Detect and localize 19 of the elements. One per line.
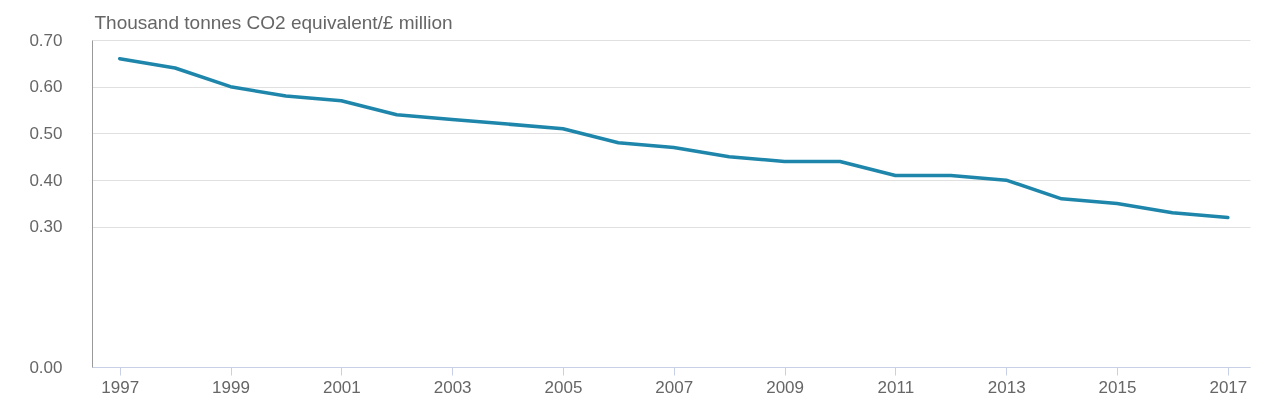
x-tick-label: 1999: [212, 377, 250, 397]
line-series: [117, 56, 1230, 220]
x-tick-label: 2007: [655, 377, 694, 397]
x-tick-label: 2005: [544, 377, 583, 397]
y-tick-label: 0.40: [29, 170, 63, 190]
y-axis-title: Thousand tonnes CO2 equivalent/£ million: [94, 11, 453, 33]
x-tick-label: 1997: [101, 377, 140, 397]
x-tick-label: 2015: [1098, 377, 1137, 397]
y-tick-label: 0.50: [29, 123, 63, 143]
x-tick-label: 2017: [1209, 377, 1248, 397]
y-tick-label: 0.30: [29, 217, 63, 237]
y-tick-label: 0.70: [29, 30, 63, 50]
y-tick-label: 0.00: [29, 357, 63, 377]
x-tick-label: 2009: [766, 377, 804, 397]
x-tick-label: 2011: [877, 377, 915, 397]
x-tick-label: 2001: [322, 377, 361, 397]
x-tick-label: 2003: [433, 377, 472, 397]
y-tick-label: 0.60: [29, 77, 63, 97]
x-tick-label: 2013: [987, 377, 1026, 397]
